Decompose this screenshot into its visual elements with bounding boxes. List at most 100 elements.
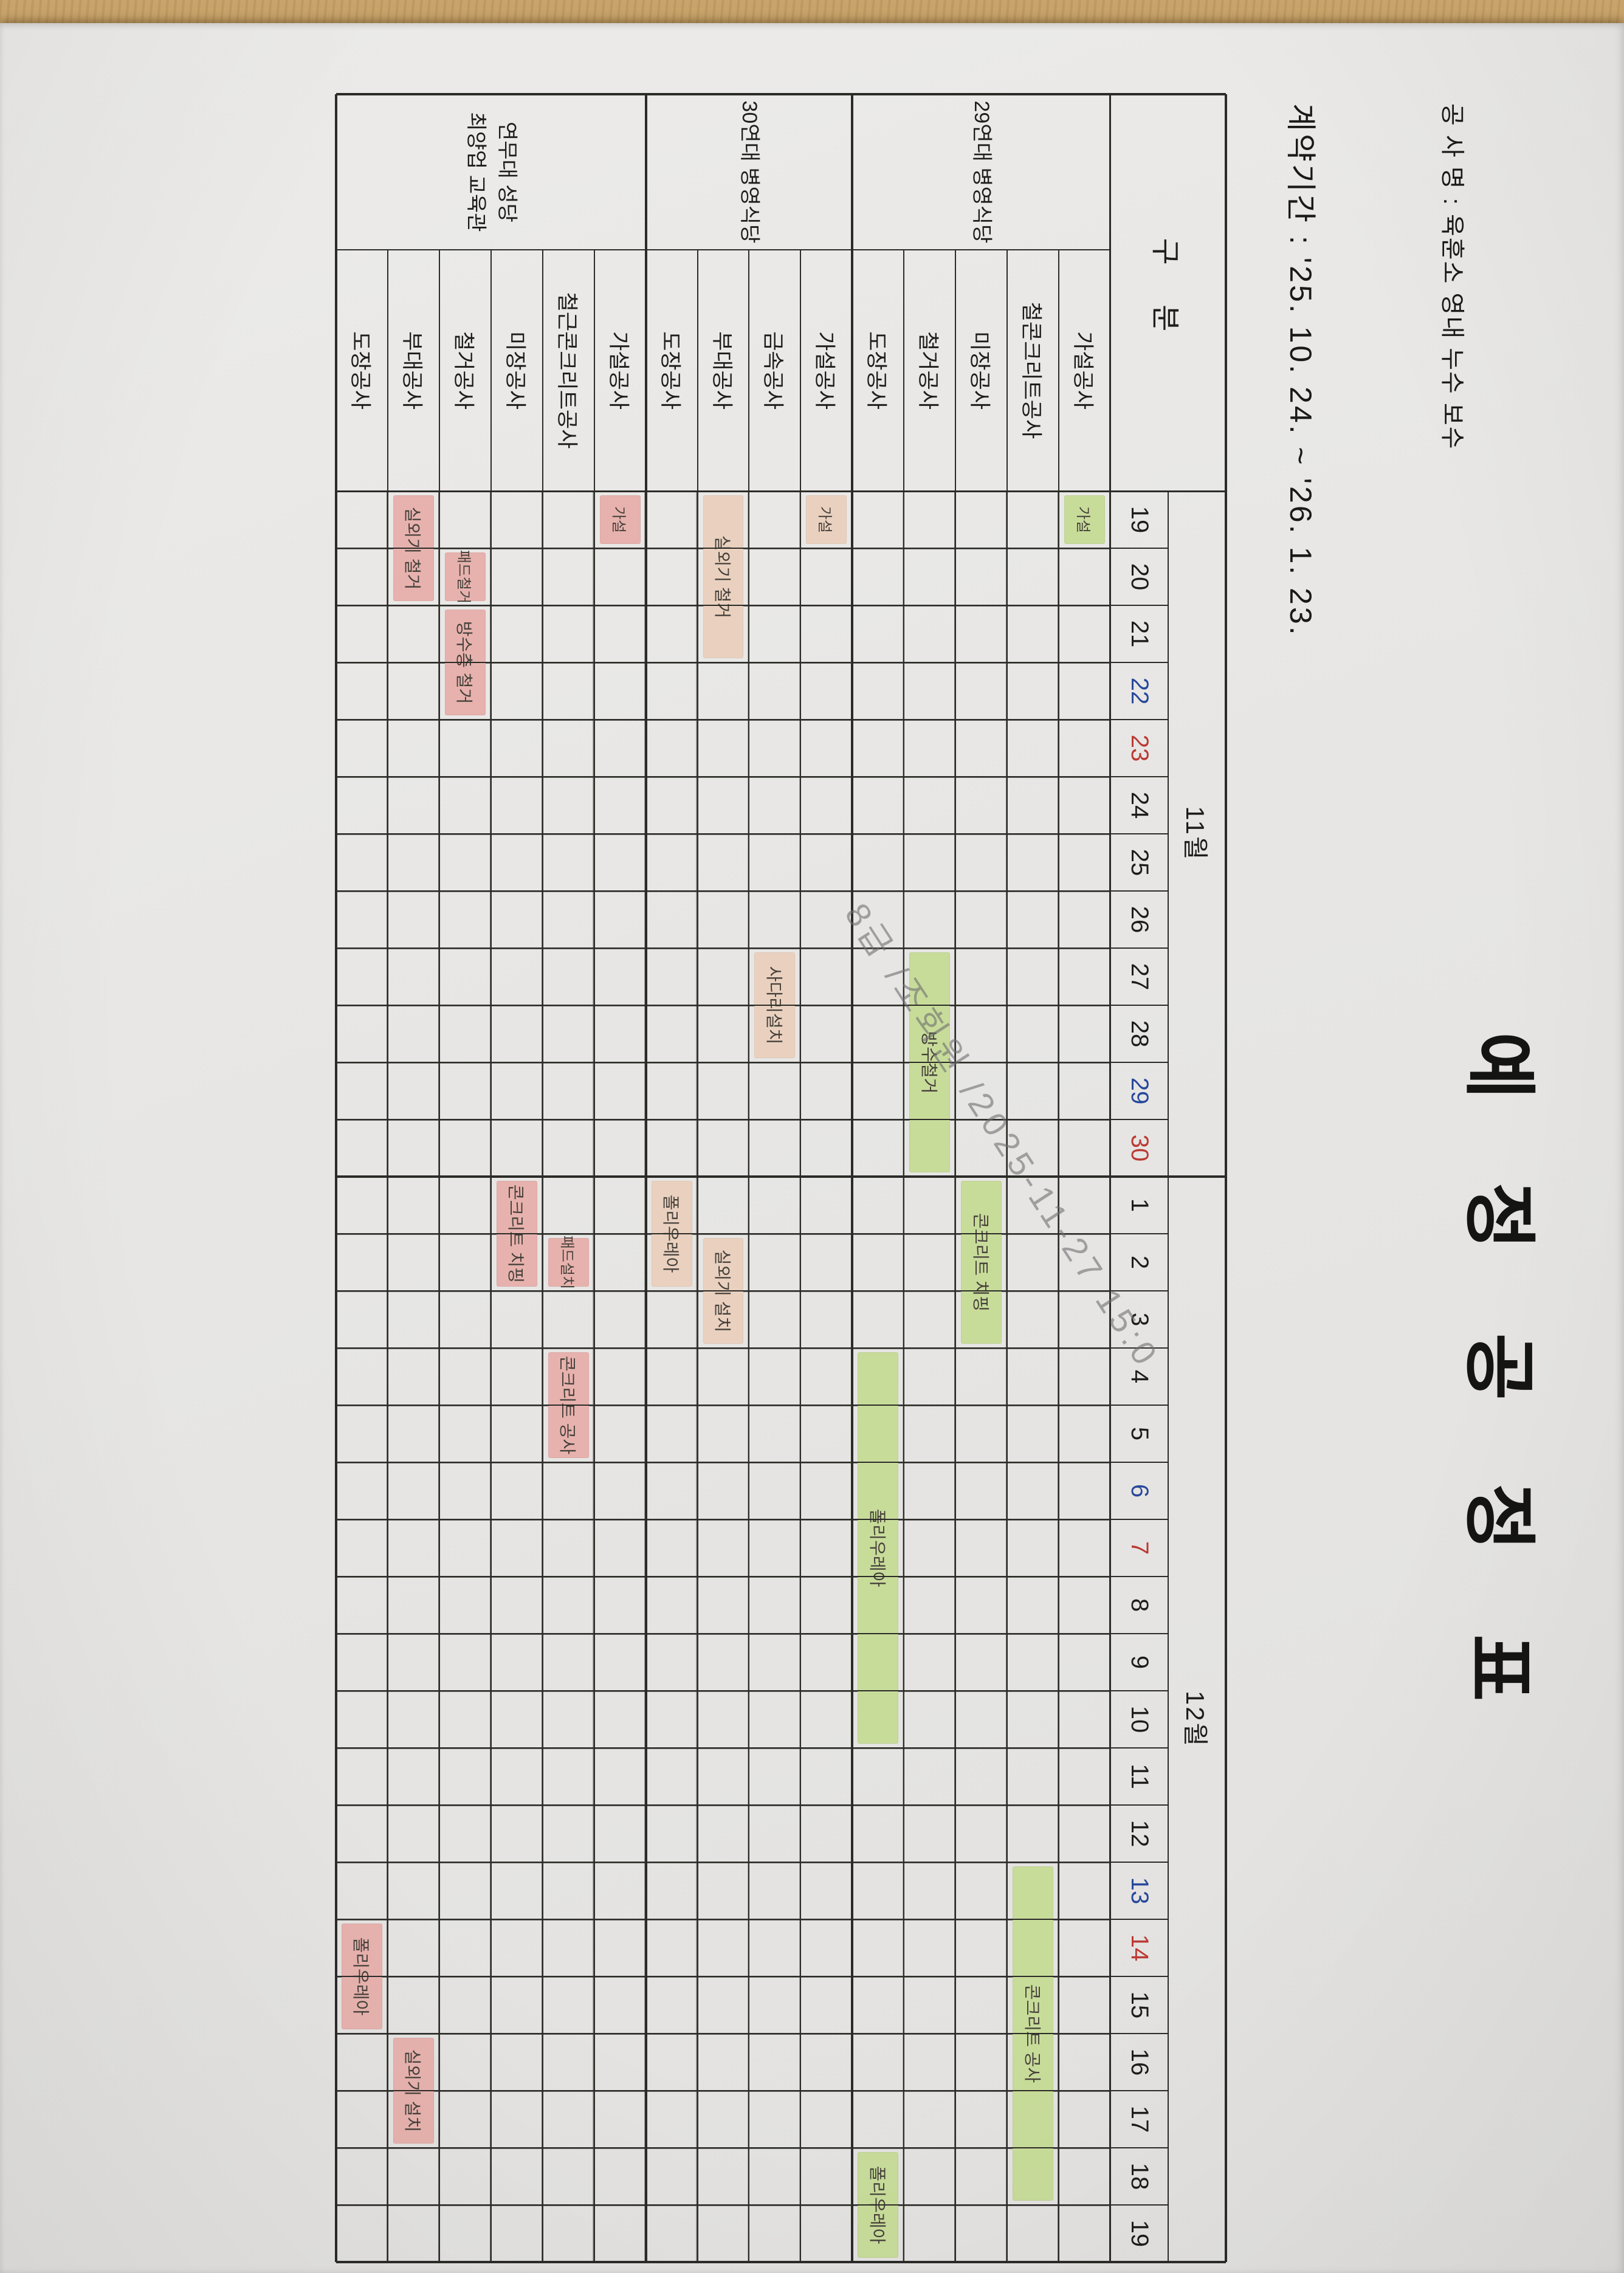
grid-line-v [336, 1005, 1168, 1006]
grid-line-v [336, 1747, 1168, 1749]
grid-line-h [800, 250, 802, 2262]
date-header: 29 [1126, 1077, 1153, 1105]
grid-line-h [335, 94, 337, 2262]
month-header-1: 11월 [1181, 806, 1209, 862]
row-label: 금속공사 [761, 331, 785, 410]
grid-line-v [336, 2090, 1168, 2091]
grid-line-v [336, 2204, 1168, 2206]
grid-line-v [336, 1519, 1168, 1520]
gantt-bar: 가설 [1064, 495, 1105, 544]
row-label: 도장공사 [864, 331, 889, 410]
contract-period-line: 계약기간 : '25. 10. 24. ~ '26. 1. 23. [1284, 103, 1318, 638]
grid-line-v [336, 1062, 1168, 1063]
row-label: 부대공사 [709, 331, 734, 410]
date-header: 30 [1126, 1134, 1153, 1162]
row-label: 가설공사 [1071, 331, 1095, 410]
grid-line-v [336, 1976, 1168, 1977]
schedule-document: 예 정 공 정 표 공 사 명 : 육훈소 영내 누수 보수 계약기간 : '2… [0, 23, 1624, 2273]
date-header: 6 [1126, 1484, 1153, 1498]
row-label: 도장공사 [348, 331, 372, 410]
grid-line-v [336, 662, 1168, 663]
grid-line-h [490, 250, 492, 2262]
grid-line-v [336, 890, 1168, 892]
gantt-bar: 가설 [599, 495, 641, 544]
date-header: 20 [1126, 563, 1153, 591]
gantt-bar: 폴리우레아 [858, 1352, 899, 1744]
group-label-3: 연무대 성당 최양업 교육관 [464, 112, 518, 232]
gantt-grid [336, 491, 1110, 2262]
date-header: 14 [1126, 1934, 1153, 1962]
grid-line-h [697, 250, 698, 2262]
row-label: 철거공사 [451, 331, 475, 410]
date-header: 24 [1126, 791, 1153, 819]
date-header: 9 [1126, 1655, 1153, 1670]
row-label: 가설공사 [813, 331, 837, 410]
grid-line-v [336, 249, 1110, 250]
row-label: 철거공사 [916, 331, 940, 410]
row-label: 부대공사 [399, 331, 424, 410]
grid-line-h [955, 250, 957, 2262]
month-header-2: 12월 [1181, 1690, 1209, 1749]
corner-header: 구 분 [1149, 238, 1181, 348]
date-header: 16 [1126, 2048, 1153, 2076]
date-header: 5 [1126, 1426, 1153, 1441]
date-header: 1 [1126, 1198, 1153, 1212]
grid-line-v [336, 2033, 1168, 2034]
grid-line-v [336, 93, 1226, 95]
grid-line-v [336, 1405, 1168, 1406]
grid-line-h [851, 94, 854, 2262]
gantt-bar: 가설 [806, 495, 847, 544]
date-header: 21 [1126, 620, 1153, 648]
gantt-bar: 패드설치 [548, 1236, 589, 1289]
date-header: 25 [1126, 848, 1153, 876]
date-header: 15 [1126, 1991, 1153, 2019]
gantt-bar: 패드철거 [444, 550, 486, 603]
date-header: 13 [1126, 1877, 1153, 1905]
group-label-1: 29연대 병영식당 [970, 100, 994, 244]
date-header: 26 [1126, 906, 1153, 934]
grid-line-v [336, 1175, 1226, 1178]
grid-line-h [1109, 94, 1112, 2262]
grid-line-v [336, 947, 1168, 949]
gantt-bar: 실외기 철거 [703, 495, 744, 658]
grid-line-v [336, 1690, 1168, 1691]
project-name-line: 공 사 명 : 육훈소 영내 누수 보수 [1439, 103, 1465, 450]
row-label: 미장공사 [968, 331, 992, 410]
date-header: 10 [1126, 1705, 1153, 1733]
grid-line-h [593, 250, 595, 2262]
row-label: 가설공사 [606, 331, 630, 410]
grid-line-h [1225, 94, 1227, 2262]
date-header: 7 [1126, 1541, 1153, 1555]
row-label: 철근콘크리트공사 [554, 292, 579, 449]
grid-line-v [336, 2147, 1168, 2148]
grid-line-h [1006, 250, 1008, 2262]
grid-line-v [336, 1576, 1168, 1577]
date-header: 22 [1126, 677, 1153, 705]
date-header: 18 [1126, 2162, 1153, 2190]
grid-line-v [336, 776, 1168, 777]
paper-sheet: 예 정 공 정 표 공 사 명 : 육훈소 영내 누수 보수 계약기간 : '2… [0, 23, 1624, 2273]
date-header: 19 [1126, 506, 1153, 534]
row-label: 미장공사 [503, 331, 527, 410]
grid-line-v [336, 490, 1226, 492]
group-label-2: 30연대 병영식당 [737, 100, 761, 244]
date-header: 8 [1126, 1598, 1153, 1612]
grid-line-v [336, 719, 1168, 720]
grid-line-v [336, 548, 1168, 549]
date-header: 19 [1126, 2220, 1153, 2247]
grid-line-h [387, 250, 388, 2262]
grid-line-v [336, 833, 1168, 834]
grid-line-v [336, 1119, 1168, 1120]
gantt-bar: 콘크리트 치핑 [961, 1181, 1002, 1344]
grid-line-v [336, 605, 1168, 606]
grid-line-v [336, 1804, 1168, 1806]
grid-line-h [748, 250, 750, 2262]
date-header: 11 [1126, 1764, 1153, 1789]
grid-line-h [438, 250, 440, 2262]
date-header: 17 [1126, 2105, 1153, 2133]
grid-line-v [336, 1919, 1168, 1920]
grid-line-v [336, 1862, 1168, 1863]
grid-line-h [903, 250, 905, 2262]
page-title: 예 정 공 정 표 [1458, 1032, 1540, 1733]
